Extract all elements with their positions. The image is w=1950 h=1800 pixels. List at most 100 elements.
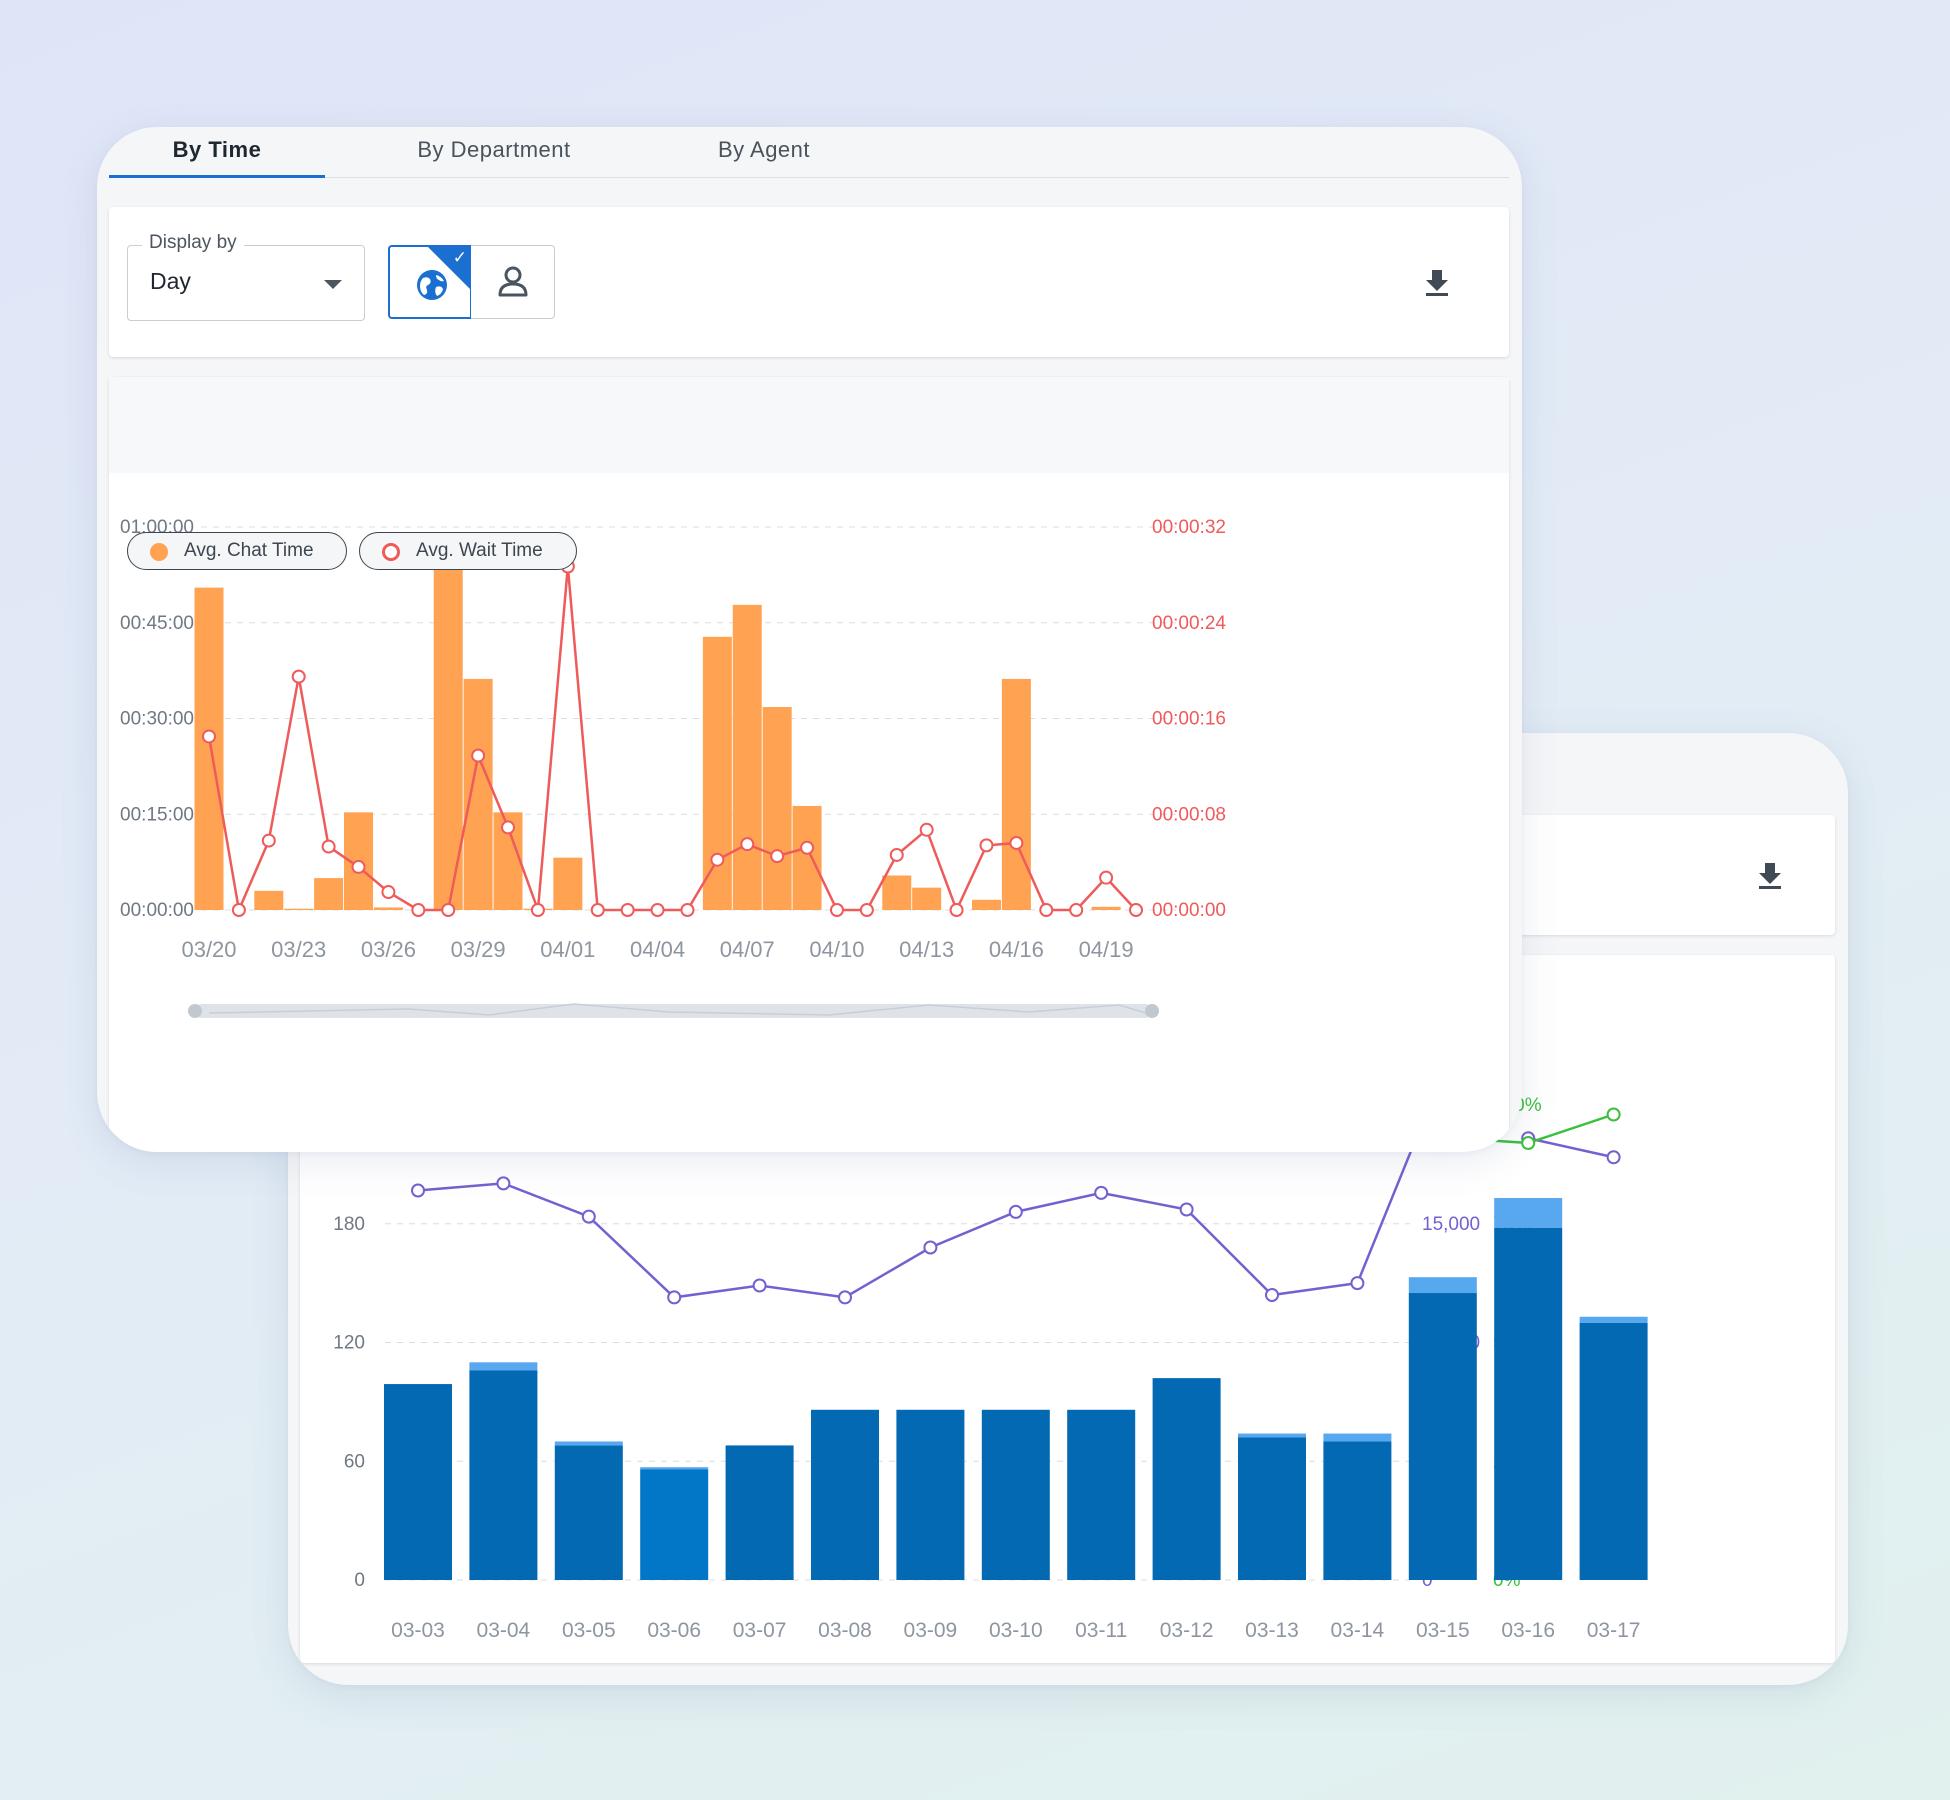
x-axis-tick-label: 03/29 [451, 937, 506, 962]
active-tab-indicator [109, 175, 325, 178]
x-axis-tick-label: 03/23 [271, 937, 326, 962]
check-icon: ✓ [452, 248, 467, 267]
download-button[interactable] [1750, 855, 1790, 895]
purple-series-point [1606, 1150, 1621, 1165]
bar-segment-secondary [554, 1441, 623, 1446]
avg-chat-time-bar [194, 587, 224, 910]
legend-avg-wait-time[interactable]: Avg. Wait Time [359, 532, 577, 570]
y-axis-right-tick-label: 15,000 [1422, 1214, 1480, 1235]
avg-wait-time-point [590, 903, 605, 917]
report-tabs: By Time By Department By Agent [109, 127, 1509, 178]
scope-toggle-agent[interactable] [471, 245, 555, 319]
avg-chat-time-bar [1091, 906, 1121, 910]
avg-chat-time-bar [702, 636, 732, 910]
y-axis-right-tick-label: 00:00:24 [1152, 613, 1226, 634]
avg-wait-time-point [829, 903, 844, 917]
x-axis-tick-label: 03-13 [1245, 1619, 1299, 1642]
x-axis-tick-label: 04/07 [720, 937, 775, 962]
x-axis-tick-label: 03-07 [733, 1619, 787, 1642]
x-axis-tick-label: 03-03 [391, 1619, 445, 1642]
purple-series-point [923, 1240, 938, 1255]
avg-wait-time-point [530, 903, 545, 917]
bar-segment-primary [1494, 1227, 1563, 1580]
bar-segment-primary [1408, 1293, 1477, 1580]
avg-chat-time-bar [284, 908, 314, 910]
y-axis-right-tick-label: 0 [1422, 1570, 1433, 1591]
avg-wait-time-point [291, 669, 306, 684]
avg-chat-time-bar [433, 549, 463, 910]
person-icon [498, 266, 528, 297]
zoom-slider-handle-left [188, 1004, 202, 1018]
avg-wait-time-point [471, 748, 486, 763]
bar-segment-primary [384, 1384, 452, 1580]
legend-label: Avg. Chat Time [184, 540, 314, 561]
download-icon [1426, 270, 1448, 296]
purple-series-point [1008, 1204, 1023, 1219]
tab-by-agent[interactable]: By Agent [679, 127, 849, 177]
x-axis-tick-label: 04/04 [630, 937, 685, 962]
scope-toggle-global[interactable]: ✓ [388, 245, 472, 319]
x-axis-tick-label: 03/20 [181, 937, 236, 962]
purple-series-point [496, 1176, 511, 1191]
avg-chat-time-bar [373, 907, 403, 910]
x-axis-tick-label: 03-04 [477, 1619, 531, 1642]
avg-wait-time-point [1069, 903, 1084, 917]
legend-bar [109, 377, 1509, 473]
avg-wait-time-point [889, 847, 904, 862]
display-by-value: Day [150, 268, 191, 294]
y-axis-right-tick-label: 00:00:32 [1152, 517, 1226, 538]
avg-wait-time-point [261, 833, 276, 848]
y-axis-left-tick-label: 180 [333, 1214, 365, 1235]
chart-panel: 00:00:00 00:15:00 00:30:00 00:45:00 01:00:00… [109, 377, 1509, 1152]
tab-by-department[interactable]: By Department [369, 127, 619, 177]
avg-chat-time-bar [463, 678, 493, 910]
green-series-point [1521, 1136, 1536, 1150]
filled-circle-icon [150, 543, 168, 561]
chevron-down-icon [324, 280, 342, 289]
zoom-slider-track [195, 1004, 1152, 1018]
avg-wait-time-point [441, 903, 456, 917]
tab-by-time[interactable]: By Time [109, 127, 325, 178]
tab-label: By Time [172, 137, 262, 162]
x-axis-tick-label: 03-10 [989, 1619, 1043, 1642]
avg-wait-time-point [919, 822, 934, 837]
purple-series-point [1094, 1185, 1109, 1200]
avg-wait-time-point [321, 839, 336, 854]
hollow-circle-icon [382, 543, 400, 561]
x-axis-tick-label: 03-06 [647, 1619, 701, 1642]
bar-segment-primary [554, 1445, 623, 1580]
display-by-label: Display by [142, 232, 244, 254]
avg-wait-time-point [650, 903, 665, 917]
avg-wait-time-point [381, 885, 396, 900]
bar-segment-primary [1323, 1441, 1392, 1580]
front-report-card: By Time By Department By Agent Display b… [97, 127, 1522, 1152]
x-axis-tick-label: 04/16 [989, 937, 1044, 962]
avg-wait-time-point [680, 903, 695, 917]
avg-chat-time-bar [792, 805, 822, 910]
display-by-select[interactable]: Display by Day [127, 232, 365, 321]
download-button[interactable] [1417, 262, 1457, 302]
y-axis-left-tick-label: 00:00:00 [120, 900, 194, 921]
avg-chat-time-bar [882, 875, 912, 910]
avg-wait-time-point [1009, 835, 1024, 850]
zoom-slider-preview [208, 1003, 1147, 1016]
avg-wait-time-point [351, 859, 366, 874]
avg-chat-time-bar [254, 890, 284, 910]
time-chart: 00:00:0000:15:0000:30:0000:45:0001:00:00… [120, 517, 1226, 1018]
purple-series-point [581, 1209, 596, 1224]
bar-segment-primary [1238, 1437, 1306, 1580]
selected-corner-badge [428, 247, 470, 289]
purple-series-point [1179, 1202, 1194, 1217]
bar-segment-primary [1152, 1378, 1221, 1580]
avg-wait-time-point [800, 840, 815, 855]
avg-wait-time-point [770, 849, 785, 864]
avg-chat-time-bar [553, 857, 583, 910]
bar-segment-primary [896, 1409, 965, 1580]
legend-avg-chat-time[interactable]: Avg. Chat Time [127, 532, 347, 570]
avg-wait-time-point [979, 838, 994, 853]
y-axis-right-tick-label: 00:00:08 [1152, 804, 1226, 825]
avg-chat-time-bar [732, 604, 762, 910]
y-axis-left-tick-label: 0 [354, 1570, 365, 1591]
x-axis-tick-label: 03-12 [1160, 1619, 1214, 1642]
x-axis-tick-label: 03-17 [1587, 1619, 1641, 1642]
